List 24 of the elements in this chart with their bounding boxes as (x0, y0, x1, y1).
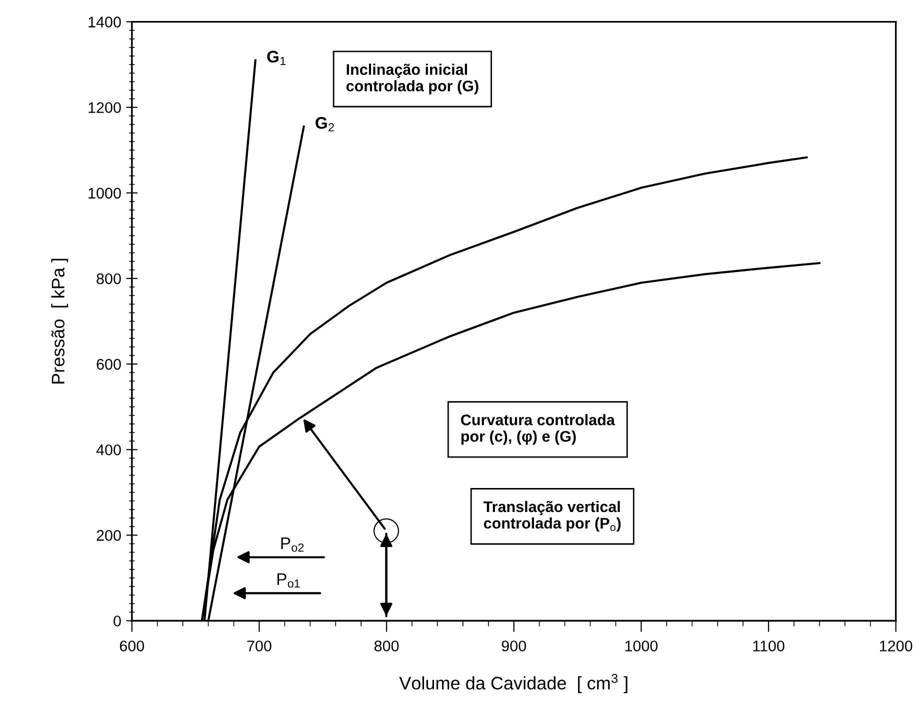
x-tick-label: 900 (502, 640, 526, 652)
annotation: Inclinação inicial controlada por (G) (346, 64, 478, 94)
y-tick-label: 1200 (88, 102, 121, 114)
y-tick-label: 800 (96, 273, 121, 284)
x-tick-label: 700 (247, 640, 272, 652)
y-axis-title: Pressão [ kPa ] (51, 258, 68, 384)
x-tick-label: 800 (374, 640, 399, 652)
series-label: G$_{2}$ (316, 117, 334, 132)
series-label: G$_{1}$ (267, 50, 286, 65)
y-tick-label: 0 (114, 616, 121, 626)
y-tick-label: 600 (96, 358, 121, 370)
x-tick-label: 1200 (880, 640, 912, 652)
annotation: P$_{o2}$ (281, 537, 304, 552)
x-tick-label: 1000 (625, 640, 658, 652)
y-tick-label: 400 (96, 444, 121, 456)
annotation: Translação vertical controlada por (P$_{o}$) (483, 500, 621, 532)
x-tick-label: 1100 (753, 640, 784, 652)
x-tick-label: 600 (120, 640, 144, 652)
y-tick-label: 200 (96, 530, 121, 541)
x-axis-title: Volume da Cavidade [ cm$^{3}$ ] (399, 674, 628, 694)
y-tick-label: 1000 (88, 188, 121, 199)
y-tick-label: 1400 (88, 16, 121, 28)
annotation: Curvatura controlada por (c), (φ) e (G) (461, 414, 616, 445)
annotation: P$_{o1}$ (277, 573, 300, 588)
